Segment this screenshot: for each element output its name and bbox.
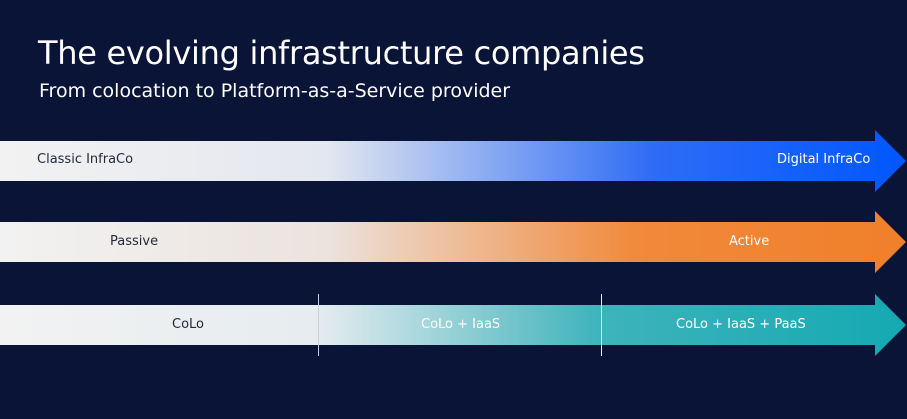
- slide-subtitle: From colocation to Platform-as-a-Service…: [39, 80, 511, 102]
- stage-divider-1: [318, 294, 319, 356]
- services-arrow-shape: [0, 294, 906, 356]
- infraco-arrow-shape: [0, 130, 906, 192]
- colo-label: CoLo: [172, 317, 204, 332]
- services-arrow: CoLo CoLo + IaaS CoLo + IaaS + PaaS: [0, 294, 906, 356]
- passive-label: Passive: [110, 234, 159, 249]
- activity-arrow-shape: [0, 211, 906, 273]
- active-label: Active: [729, 234, 770, 249]
- activity-arrow: Passive Active: [0, 211, 906, 273]
- classic-infraco-label: Classic InfraCo: [37, 152, 134, 167]
- digital-infraco-label: Digital InfraCo: [777, 152, 871, 167]
- stage-divider-2: [601, 294, 602, 356]
- slide-title: The evolving infrastructure companies: [38, 34, 645, 72]
- colo-iaas-paas-label: CoLo + IaaS + PaaS: [676, 317, 806, 332]
- colo-iaas-label: CoLo + IaaS: [421, 317, 501, 332]
- infraco-arrow: Classic InfraCo Digital InfraCo: [0, 130, 906, 192]
